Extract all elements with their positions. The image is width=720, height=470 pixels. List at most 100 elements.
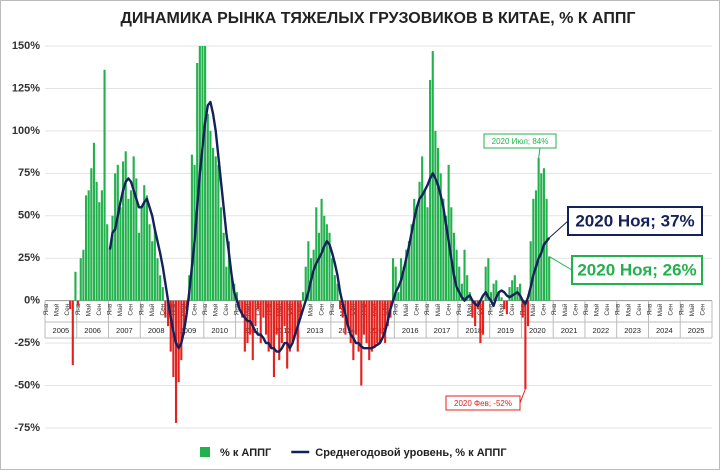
x-tick-label: Май bbox=[84, 303, 92, 316]
x-tick-label: Сен bbox=[255, 303, 262, 315]
x-tick-label: Сен bbox=[604, 303, 611, 315]
bar bbox=[328, 232, 331, 301]
y-tick-label: 25% bbox=[18, 252, 40, 264]
x-tick-label: Май bbox=[211, 303, 219, 316]
bar bbox=[471, 300, 474, 318]
bar bbox=[299, 300, 302, 318]
x-tick-label: Май bbox=[561, 303, 569, 316]
x-tick-label: Янв bbox=[202, 303, 209, 315]
bar bbox=[84, 195, 88, 301]
bar bbox=[235, 292, 238, 301]
bar bbox=[132, 156, 135, 301]
year-label: 2018 bbox=[465, 326, 482, 335]
bar bbox=[320, 198, 323, 301]
bar bbox=[452, 232, 455, 301]
bar bbox=[217, 164, 220, 301]
x-tick-label: Май bbox=[624, 303, 632, 316]
year-label: 2022 bbox=[592, 326, 609, 335]
bar bbox=[542, 168, 545, 301]
bar bbox=[283, 300, 286, 327]
legend-label: % к АППГ bbox=[220, 447, 272, 459]
bar bbox=[315, 207, 318, 301]
bar bbox=[487, 258, 490, 301]
annotation: 2020 Июл; 84% bbox=[492, 137, 549, 146]
bar bbox=[127, 198, 130, 301]
bar bbox=[339, 300, 342, 310]
bar bbox=[524, 300, 527, 389]
bar bbox=[391, 258, 395, 301]
x-tick-label: Янв bbox=[392, 303, 399, 315]
bar bbox=[259, 300, 262, 344]
bar bbox=[156, 258, 159, 301]
bar bbox=[354, 300, 358, 335]
year-label: 2025 bbox=[688, 326, 705, 335]
annotation-box bbox=[445, 395, 521, 411]
bar bbox=[82, 249, 85, 301]
year-label: 2008 bbox=[148, 326, 165, 335]
x-tick-label: Янв bbox=[583, 303, 590, 315]
line bbox=[108, 100, 551, 353]
bar bbox=[206, 113, 209, 301]
bar bbox=[302, 292, 305, 301]
bar bbox=[497, 292, 500, 301]
y-tick-label: 0% bbox=[24, 295, 40, 307]
bar bbox=[304, 266, 307, 301]
bar bbox=[270, 300, 273, 349]
annotation-leader bbox=[548, 220, 569, 239]
x-tick-label: Сен bbox=[445, 303, 452, 315]
x-tick-label: Май bbox=[466, 303, 474, 316]
bar bbox=[151, 241, 154, 301]
bar bbox=[407, 241, 410, 301]
bar bbox=[352, 300, 355, 361]
x-tick-label: Янв bbox=[75, 303, 82, 315]
bar bbox=[69, 300, 72, 310]
bar bbox=[362, 300, 366, 335]
bar bbox=[333, 275, 336, 301]
bar bbox=[74, 271, 77, 301]
bar bbox=[225, 266, 228, 301]
x-tick-label: Май bbox=[434, 303, 442, 316]
bar bbox=[249, 300, 252, 335]
annotation-box bbox=[571, 255, 703, 285]
year-label: 2006 bbox=[84, 326, 101, 335]
y-tick-label: -25% bbox=[14, 337, 40, 349]
bar bbox=[286, 300, 289, 369]
annotation: 2020 Фев; -52% bbox=[454, 399, 512, 408]
x-tick-label: Сен bbox=[509, 303, 516, 315]
x-tick-label: Сен bbox=[223, 303, 230, 315]
bar bbox=[331, 258, 334, 301]
bar bbox=[436, 147, 440, 301]
bar bbox=[540, 173, 543, 301]
bar bbox=[106, 224, 109, 301]
year-label: 2023 bbox=[624, 326, 641, 335]
bar bbox=[95, 181, 98, 301]
year-label: 2017 bbox=[434, 326, 451, 335]
x-tick-label: Май bbox=[593, 303, 601, 316]
legend-label: Среднегодовой уровень, % к АППГ bbox=[315, 447, 507, 459]
bar bbox=[238, 300, 241, 310]
bar bbox=[219, 207, 223, 301]
x-tick-label: Янв bbox=[647, 303, 654, 315]
bar bbox=[243, 300, 246, 352]
x-tick-label: Май bbox=[656, 303, 664, 316]
y-tick-label: 150% bbox=[12, 40, 40, 52]
bar bbox=[481, 300, 485, 335]
bar bbox=[519, 283, 522, 301]
bar bbox=[336, 283, 339, 301]
bar bbox=[503, 300, 506, 310]
bar bbox=[161, 287, 164, 301]
bar bbox=[164, 300, 167, 318]
legend-swatch bbox=[200, 447, 210, 457]
bar bbox=[376, 300, 379, 344]
y-tick-label: -50% bbox=[14, 379, 40, 391]
x-tick-label: Сен bbox=[191, 303, 198, 315]
y-tick-label: 125% bbox=[12, 82, 40, 94]
x-tick-label: Сен bbox=[128, 303, 135, 315]
x-tick-label: Май bbox=[497, 303, 505, 316]
bar bbox=[378, 300, 381, 344]
bar bbox=[381, 300, 384, 335]
bar bbox=[148, 224, 151, 301]
bar bbox=[513, 275, 516, 301]
bar bbox=[397, 292, 400, 301]
